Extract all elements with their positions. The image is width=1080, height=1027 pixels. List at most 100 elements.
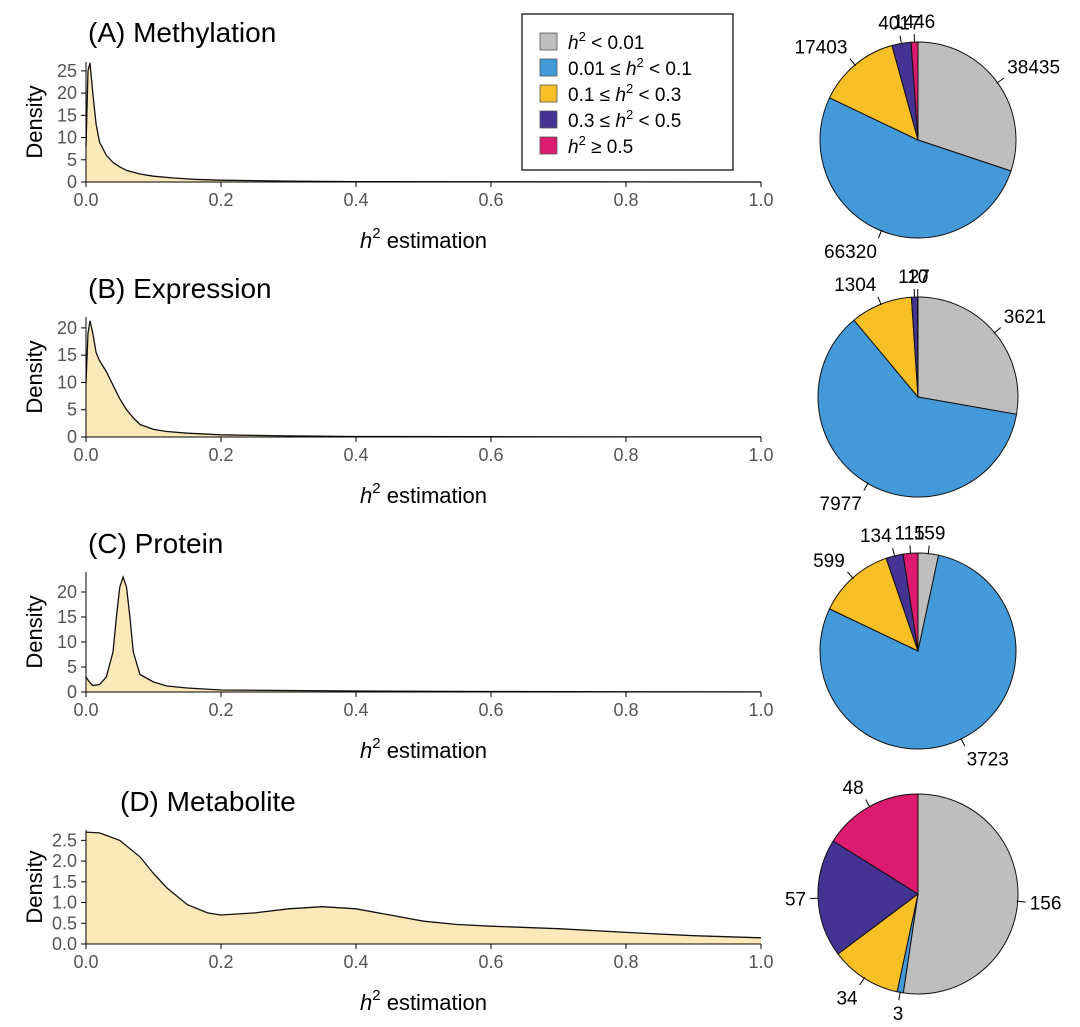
pie-label: 66320 (824, 242, 877, 263)
y-tick-label: 10 (57, 372, 77, 392)
pie-leader (1016, 900, 1026, 903)
y-tick-label: 1.0 (52, 893, 77, 913)
density-curve (85, 320, 761, 438)
y-tick-label: 2.5 (52, 830, 77, 850)
y-tick-label: 5 (67, 150, 77, 170)
x-tick-label: 0.8 (613, 190, 638, 210)
x-tick-label: 1.0 (748, 952, 773, 972)
legend-label: h2 < 0.01 (568, 29, 644, 54)
pie-label: 7977 (820, 494, 862, 515)
x-tick-label: 0.6 (478, 190, 503, 210)
x-tick-label: 0.8 (613, 952, 638, 972)
pie-chart: 159 3723 599 134 115 (813, 523, 1017, 771)
density-area (86, 320, 761, 437)
y-tick-label: 10 (57, 632, 77, 652)
legend-label: 0.01 ≤ h2 < 0.1 (568, 55, 692, 80)
legend-swatch (539, 84, 558, 103)
y-tick-label: 25 (57, 61, 77, 81)
x-tick-label: 0.0 (73, 700, 98, 720)
y-tick-label: 0 (67, 682, 77, 702)
legend-swatch (539, 32, 558, 51)
x-axis-label: h2 estimation (360, 987, 487, 1015)
pie-leader (877, 296, 882, 306)
legend-swatch (539, 58, 558, 77)
pie-label: 17403 (795, 38, 848, 59)
y-tick-label: 1.5 (52, 872, 77, 892)
pie-slice (902, 793, 1019, 995)
pie-label: 115 (894, 523, 924, 544)
pie-chart: 156 3 34 57 48 (785, 778, 1061, 1025)
y-tick-label: 20 (57, 83, 77, 103)
panel-title: (B) Expression (88, 273, 272, 304)
y-tick-label: 0 (67, 172, 77, 192)
pie-leader (898, 991, 901, 1001)
pie-label: 159 (914, 524, 946, 545)
legend-label: 0.3 ≤ h2 < 0.5 (568, 107, 681, 132)
panel-title: (C) Protein (88, 528, 223, 559)
y-axis-label: Density (22, 340, 47, 413)
x-tick-label: 0.2 (208, 952, 233, 972)
y-tick-label: 0.0 (52, 934, 77, 954)
density-area (86, 832, 761, 944)
pie-label: 3 (893, 1004, 904, 1025)
pie-label: 34 (836, 988, 858, 1009)
x-axis-label: h2 estimation (360, 480, 487, 508)
x-tick-label: 0.4 (343, 190, 368, 210)
y-tick-label: 5 (67, 400, 77, 420)
pie-leader (909, 545, 912, 555)
pie-label: 48 (843, 778, 864, 799)
legend: h2 < 0.010.01 ≤ h2 < 0.10.1 ≤ h2 < 0.30.… (521, 13, 734, 171)
x-tick-label: 0.4 (343, 700, 368, 720)
y-tick-label: 5 (67, 657, 77, 677)
pie-label: 38435 (1007, 58, 1060, 79)
x-axis-label: h2 estimation (360, 225, 487, 253)
x-tick-label: 0.2 (208, 700, 233, 720)
y-tick-label: 20 (57, 318, 77, 338)
panel-title: (A) Methylation (88, 17, 276, 48)
x-tick-label: 1.0 (748, 700, 773, 720)
pie-leader (993, 327, 1002, 334)
panel-2: (B) Expression 0.0 0.2 0.4 0.6 0.8 1.0 0 5 10 15 20… (22, 267, 1046, 515)
pie-leader (859, 977, 866, 986)
density-area (86, 577, 761, 692)
pie-leader (847, 571, 854, 579)
x-tick-label: 0.8 (613, 700, 638, 720)
x-tick-label: 0.2 (208, 190, 233, 210)
x-tick-label: 0.6 (478, 952, 503, 972)
pie-label: 127 (898, 267, 930, 288)
x-tick-label: 1.0 (748, 190, 773, 210)
pie-leader (960, 737, 966, 747)
panel-3: (C) Protein 0.0 0.2 0.4 0.6 0.8 1.0 0 5 10 15 20 Den… (22, 523, 1017, 771)
pie-label: 599 (813, 551, 845, 572)
y-tick-label: 0 (67, 427, 77, 447)
pie-label: 134 (860, 526, 892, 547)
pie-label: 57 (785, 890, 806, 911)
pie-label: 1304 (834, 275, 877, 296)
y-tick-label: 0.5 (52, 913, 77, 933)
density-curve (85, 574, 762, 693)
y-tick-label: 2.0 (52, 851, 77, 871)
pie-label: 4017 (878, 14, 920, 35)
x-tick-label: 0.6 (478, 700, 503, 720)
x-tick-label: 0.0 (73, 190, 98, 210)
x-tick-label: 0.6 (478, 445, 503, 465)
density-curve (85, 831, 762, 939)
x-tick-label: 0.0 (73, 445, 98, 465)
x-tick-label: 0.4 (343, 952, 368, 972)
pie-leader (865, 799, 871, 808)
legend-swatch (539, 136, 558, 155)
legend-swatch (539, 110, 558, 129)
x-axis-label: h2 estimation (360, 735, 487, 763)
x-tick-label: 0.2 (208, 445, 233, 465)
y-tick-label: 10 (57, 128, 77, 148)
pie-label: 10 (907, 267, 928, 288)
pie-label: 3621 (1004, 307, 1046, 328)
legend-label: h2 ≥ 0.5 (568, 133, 633, 158)
pie-leader (899, 35, 903, 45)
pie-leader (927, 545, 930, 555)
panel-title: (D) Metabolite (120, 786, 296, 817)
